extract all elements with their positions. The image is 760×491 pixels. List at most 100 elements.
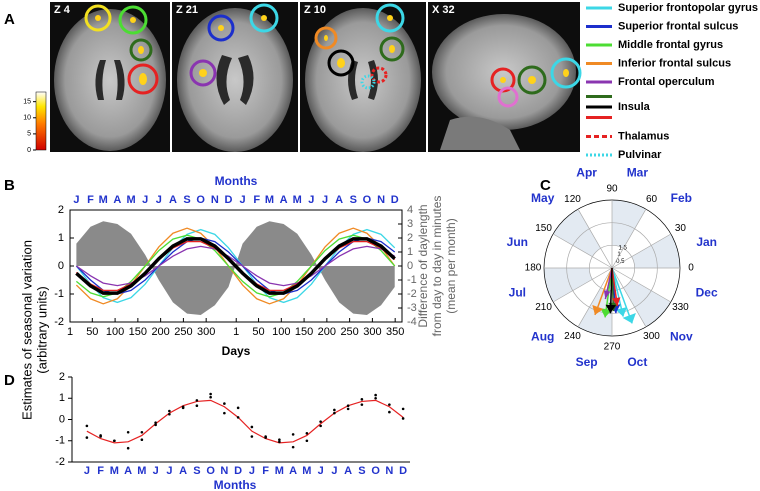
colorbar-label: 10 <box>23 115 31 122</box>
month-label: Dec <box>696 286 718 300</box>
data-point <box>85 424 89 428</box>
data-point <box>388 403 391 406</box>
data-point <box>168 409 171 413</box>
data-point <box>346 407 350 411</box>
polar-spoke <box>611 208 647 269</box>
x-tick-label: J <box>318 465 324 477</box>
x-tick-label: 300 <box>363 326 381 338</box>
legend-label: Superior frontopolar gyrus <box>618 2 758 14</box>
month-label: J <box>73 194 79 206</box>
polar-spoke <box>611 233 672 269</box>
x-tick-label: S <box>193 465 200 477</box>
polar-spoke <box>552 233 613 269</box>
x-tick-label: A <box>179 465 187 477</box>
x-tick-label: M <box>137 465 146 477</box>
month-label: N <box>211 194 219 206</box>
y-axis-title: Estimates of seasonal variation <box>19 240 34 420</box>
month-label: May <box>531 191 555 205</box>
x-tick-label: O <box>371 465 380 477</box>
month-label: M <box>265 194 274 206</box>
x-tick-label: 100 <box>272 326 290 338</box>
data-point <box>209 395 212 399</box>
y-tick-label: -2 <box>54 316 64 328</box>
theta-label: 60 <box>646 194 658 205</box>
data-point <box>278 440 281 444</box>
x-tick-label: 350 <box>386 326 404 338</box>
legend-label: Superior frontal sulcus <box>618 20 738 32</box>
x-tick-label: 1 <box>233 326 239 338</box>
y2-tick-label: 1 <box>407 246 413 258</box>
fit-line <box>86 399 404 444</box>
data-point <box>236 406 240 410</box>
month-label: A <box>280 194 288 206</box>
x-tick-label: 50 <box>252 326 264 338</box>
x-tick-label: 150 <box>295 326 313 338</box>
polar-shade <box>631 234 680 268</box>
x-tick-label: J <box>153 465 159 477</box>
data-point <box>168 412 171 416</box>
data-point <box>374 393 377 397</box>
y2-tick-label: 4 <box>407 204 413 216</box>
data-point <box>346 404 350 407</box>
polar-spoke <box>611 267 647 328</box>
slice-label: Z 10 <box>304 4 326 16</box>
slice-label: Z 21 <box>176 4 198 16</box>
x-axis-title: Months <box>214 478 257 491</box>
x2-axis-title: Months <box>215 174 258 188</box>
polar-spoke <box>552 267 613 303</box>
theta-label: 0 <box>688 263 694 274</box>
month-label: J <box>308 194 314 206</box>
month-label: J <box>142 194 148 206</box>
x-tick-label: F <box>262 465 269 477</box>
x-tick-label: M <box>302 465 311 477</box>
x-tick-label: O <box>206 465 215 477</box>
data-point <box>360 403 364 406</box>
data-point <box>181 406 185 410</box>
arrow-head <box>603 290 611 300</box>
legend-label: Frontal operculum <box>618 76 715 88</box>
month-label: A <box>335 194 343 206</box>
month-label: D <box>391 194 399 206</box>
area <box>76 221 395 315</box>
y-axis-title: (arbitrary units) <box>34 286 49 373</box>
data-point <box>401 417 405 420</box>
panel-label: A <box>4 11 15 28</box>
data-point <box>140 430 144 434</box>
polar-spoke <box>611 267 672 303</box>
x-tick-label: 250 <box>340 326 358 338</box>
arrow-head <box>622 312 636 324</box>
month-label: J <box>156 194 162 206</box>
panel-label: D <box>4 372 15 389</box>
polar-spoke <box>577 267 613 328</box>
month-label: S <box>183 194 190 206</box>
y-tick-label: 0 <box>58 260 64 272</box>
y-tick-label: -1 <box>54 288 64 300</box>
theta-label: 270 <box>604 342 621 353</box>
line <box>75 237 396 295</box>
data-point <box>223 411 226 415</box>
x-tick-label: 150 <box>129 326 147 338</box>
legend-label: Inferior frontal sulcus <box>618 57 731 69</box>
legend-label: Thalamus <box>618 130 669 142</box>
month-label: O <box>363 194 372 206</box>
data-point <box>360 398 364 401</box>
colorbar-label: 15 <box>23 99 31 106</box>
data-point <box>291 445 295 449</box>
polar-shade <box>623 279 671 327</box>
y-tick-label: 2 <box>59 371 65 383</box>
theta-label: 150 <box>535 223 552 234</box>
x-tick-label: D <box>399 465 407 477</box>
data-point <box>236 416 240 419</box>
y-tick-label: -2 <box>55 456 65 468</box>
polar-shade <box>553 209 601 257</box>
data-point <box>223 402 226 405</box>
data-point <box>264 436 267 439</box>
x-tick-label: 50 <box>86 326 98 338</box>
panel-label: C <box>540 177 551 194</box>
y2-tick-label: -4 <box>407 316 417 328</box>
slice-label: X 32 <box>432 4 455 16</box>
month-label: J <box>322 194 328 206</box>
y2-tick-label: 0 <box>407 260 413 272</box>
month-label: F <box>253 194 260 206</box>
data-point <box>291 433 295 436</box>
